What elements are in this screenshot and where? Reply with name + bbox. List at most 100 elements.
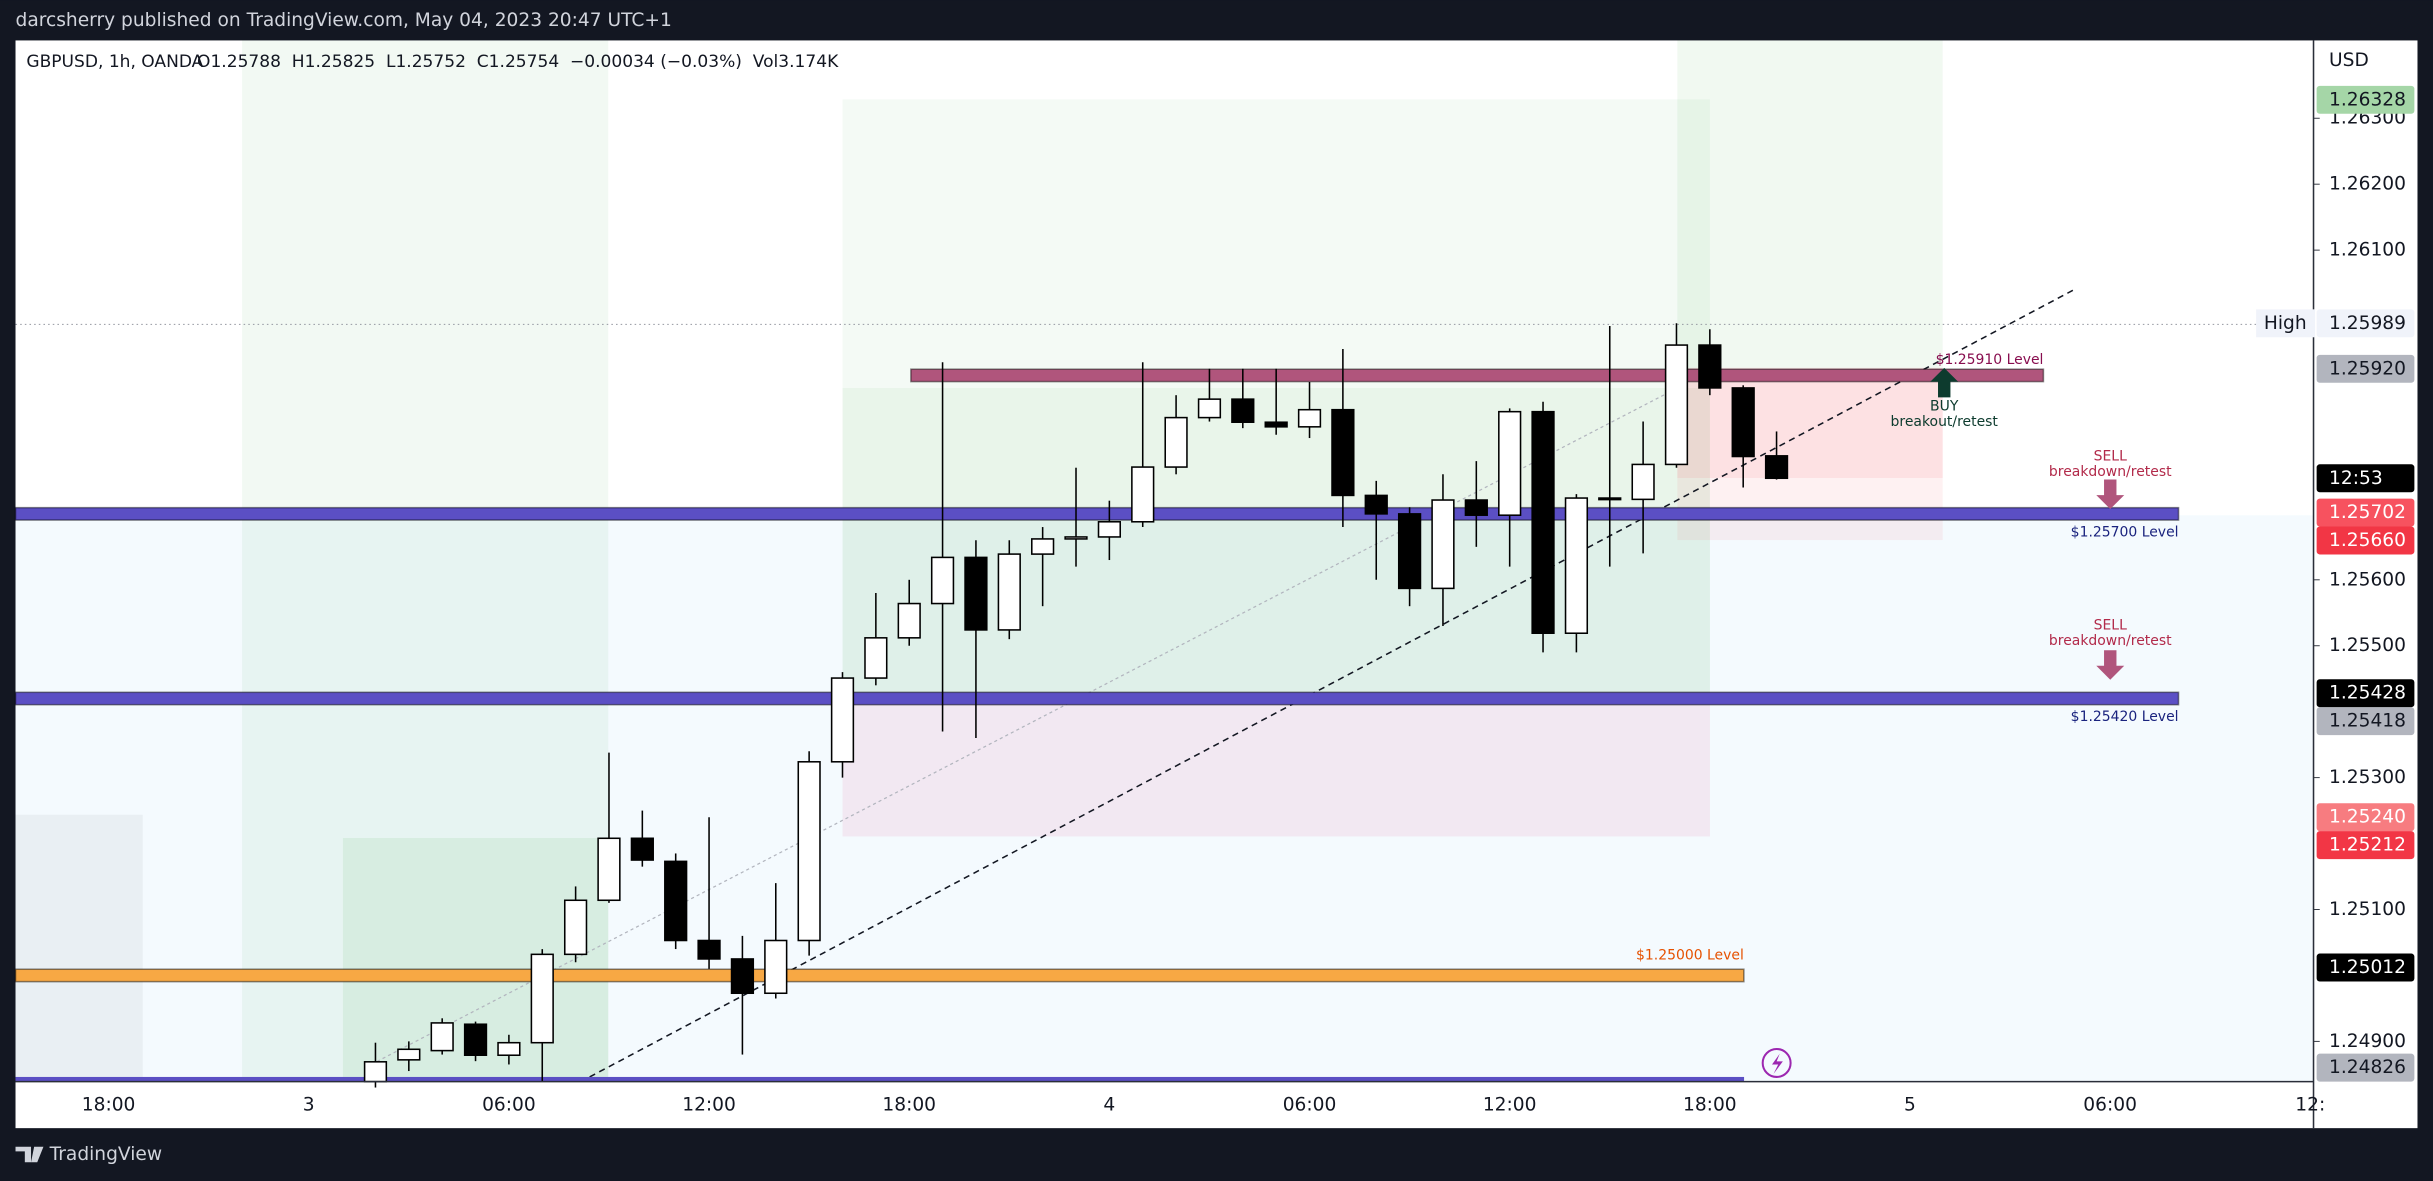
candle-body bbox=[630, 837, 654, 861]
candle-body bbox=[1031, 538, 1055, 555]
candle-body bbox=[1097, 521, 1122, 538]
level-bar bbox=[14, 506, 2180, 521]
signal-title: SELL bbox=[2094, 448, 2127, 464]
x-tick-label: 06:00 bbox=[2083, 1094, 2137, 1115]
x-tick-label: 5 bbox=[1904, 1094, 1916, 1115]
brand: TradingView bbox=[49, 1144, 162, 1165]
candle-body bbox=[1364, 494, 1388, 515]
level-label: $1.25000 Level bbox=[1636, 947, 1744, 963]
chart-panel bbox=[15, 40, 2418, 1129]
price-tag bbox=[2316, 498, 2415, 527]
price-tag bbox=[2316, 464, 2415, 493]
y-tick-label: 1.25100 bbox=[2329, 899, 2406, 920]
candle-body bbox=[1431, 499, 1455, 590]
price-tag bbox=[2316, 803, 2415, 832]
price-tag-label: 12:53 bbox=[2329, 468, 2383, 489]
candle-body bbox=[764, 939, 788, 995]
level-bar bbox=[14, 968, 1745, 983]
tag-title-bg bbox=[2256, 309, 2316, 338]
y-tick-label: 1.25600 bbox=[2329, 569, 2406, 590]
currency: USD bbox=[2329, 50, 2369, 71]
candle-body bbox=[1664, 344, 1689, 466]
candle-body bbox=[430, 1022, 454, 1052]
candle-body bbox=[1764, 455, 1789, 480]
sell-arrow bbox=[2096, 650, 2125, 680]
signal-title: BUY bbox=[1930, 399, 1959, 415]
x-tick-label: 18:00 bbox=[882, 1094, 936, 1115]
x-tick-label: 18:00 bbox=[1683, 1094, 1737, 1115]
level-bar bbox=[14, 691, 2180, 706]
alert-icon bbox=[1771, 1053, 1783, 1074]
x-tick-label: 06:00 bbox=[482, 1094, 536, 1115]
candle-body bbox=[897, 602, 921, 639]
candle-body bbox=[997, 553, 1021, 631]
levels: $1.25910 Level $1.25700 Level $1.25420 Lev… bbox=[14, 352, 2180, 983]
candle-body bbox=[1297, 408, 1322, 428]
candle-body bbox=[730, 958, 755, 995]
candle-body bbox=[530, 953, 554, 1044]
price-tag bbox=[2316, 354, 2415, 383]
price-tag-label: 1.25428 bbox=[2329, 683, 2406, 704]
candle-body bbox=[1564, 497, 1589, 634]
candles bbox=[363, 323, 1789, 1088]
alert-icon[interactable] bbox=[1761, 1048, 1792, 1078]
candle-body bbox=[1164, 416, 1188, 468]
candle-body bbox=[1464, 499, 1488, 516]
price-tag bbox=[2316, 1053, 2415, 1082]
level-bar bbox=[15, 1076, 1745, 1082]
candle-body bbox=[1498, 410, 1522, 516]
signal-text: breakdown/retest bbox=[2049, 633, 2172, 649]
y-tick-label: 1.25300 bbox=[2329, 767, 2406, 788]
zone bbox=[15, 515, 2314, 1082]
candle-body bbox=[1197, 398, 1222, 419]
signal-text: breakdown/retest bbox=[2049, 464, 2172, 480]
trend-line bbox=[376, 387, 1678, 1062]
candle-body bbox=[797, 761, 821, 942]
price-tag-label: 1.25660 bbox=[2329, 530, 2406, 551]
ohlc: O1.25788 H1.25825 L1.25752 C1.25754 −0.0… bbox=[197, 52, 839, 72]
symbol: GBPUSD, 1h, OANDA bbox=[26, 52, 203, 72]
candle-body bbox=[363, 1061, 388, 1083]
candle-body bbox=[1731, 387, 1755, 458]
x-tick-label: 12:00 bbox=[682, 1094, 736, 1115]
price-tag bbox=[2316, 526, 2415, 555]
candle-body bbox=[1064, 536, 1088, 540]
candle-body bbox=[1631, 463, 1655, 501]
zone bbox=[242, 40, 609, 1082]
candle-body bbox=[1331, 408, 1355, 497]
price-tag bbox=[2316, 707, 2415, 736]
level-bar bbox=[910, 368, 2045, 383]
brand-logo bbox=[15, 1146, 44, 1163]
level-label: $1.25700 Level bbox=[2071, 524, 2179, 540]
candle-body bbox=[397, 1048, 421, 1061]
price-tag bbox=[2316, 953, 2415, 982]
y-tick-label: 1.26100 bbox=[2329, 240, 2406, 261]
x-tick-label: 12:00 bbox=[1483, 1094, 1537, 1115]
candle-body bbox=[463, 1023, 488, 1057]
level-label: $1.25910 Level bbox=[1936, 352, 2044, 368]
buy-arrow bbox=[1930, 367, 1959, 398]
candle-body bbox=[497, 1041, 521, 1057]
zone bbox=[842, 693, 1710, 837]
trend-line bbox=[589, 289, 2074, 1078]
zone bbox=[1677, 40, 1943, 368]
candle-body bbox=[864, 637, 888, 679]
x-tick-label: 18:00 bbox=[82, 1094, 136, 1115]
price-tag bbox=[2316, 679, 2415, 708]
candle-body bbox=[597, 837, 621, 902]
signal-arrows bbox=[1930, 367, 2125, 680]
candle-body bbox=[1131, 466, 1155, 523]
candle-body bbox=[1231, 398, 1255, 423]
candle-body bbox=[664, 860, 688, 942]
price-tag-label: 1.25212 bbox=[2329, 835, 2406, 856]
zone bbox=[1677, 367, 1943, 479]
signal-text: breakout/retest bbox=[1891, 414, 1999, 430]
candle-body bbox=[964, 556, 988, 631]
price-tag-label: 1.25240 bbox=[2329, 807, 2406, 828]
x-tick-label: 4 bbox=[1103, 1094, 1115, 1115]
zone bbox=[15, 814, 143, 1082]
candle-body bbox=[1598, 497, 1622, 501]
candle-body bbox=[930, 556, 955, 605]
candle-body bbox=[1264, 421, 1288, 428]
